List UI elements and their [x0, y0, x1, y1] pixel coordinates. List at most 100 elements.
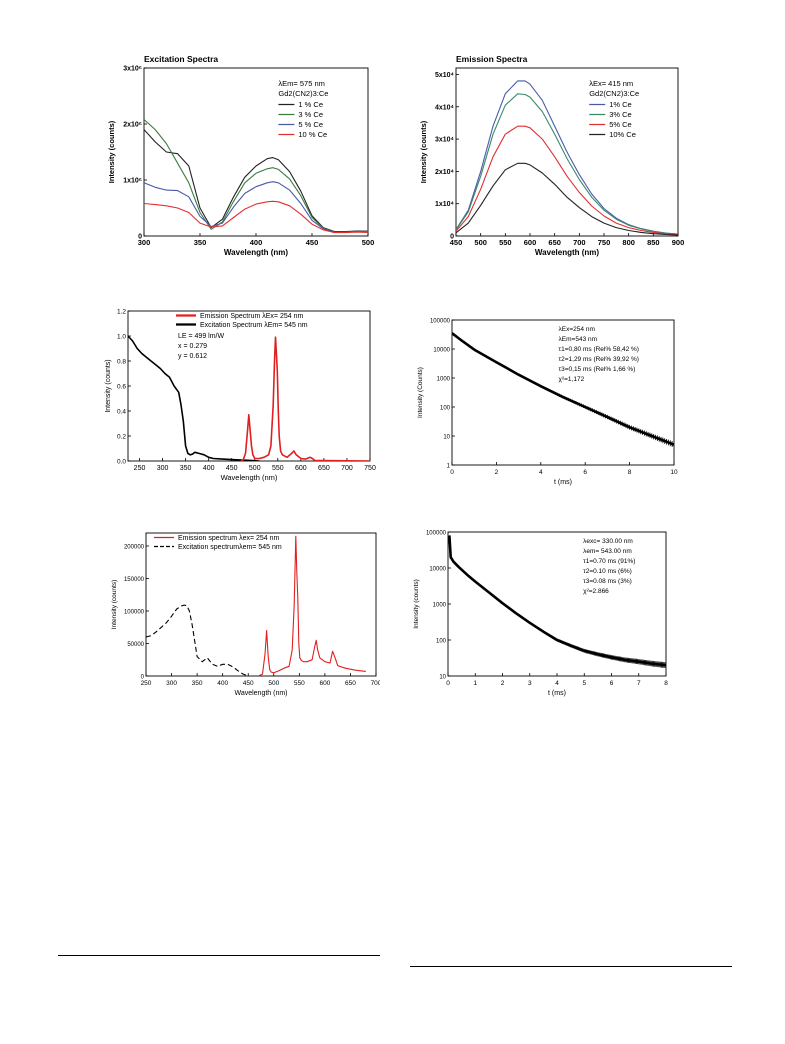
annotation-wavelength: λEx= 415 nm [589, 79, 633, 88]
y-tick-label: 5x10⁴ [435, 72, 455, 79]
y-tick-label: 0 [450, 234, 454, 241]
series-line-emission-spectrum [240, 336, 370, 461]
y-tick-label: 100000 [426, 531, 447, 537]
series-line-5-ce [456, 125, 678, 236]
x-tick-label: 600 [524, 238, 537, 247]
y-tick-label: 100000 [430, 319, 451, 325]
footnote-rule-right [410, 966, 732, 967]
x-tick-label: 300 [157, 465, 169, 472]
emission-svg: Emission Spectra 450 500 550 600 650 700 750 800… [419, 54, 684, 257]
x-tick-label: 4 [555, 680, 559, 687]
annotation-text: τ3=0,15 ms (Rel% 1,66 %) [559, 366, 636, 373]
x-tick-label: 750 [364, 465, 376, 472]
annotation-text: χ²=1,172 [559, 376, 585, 383]
y-tick-label: 200000 [124, 545, 145, 551]
annotation-text: τ1=0,80 ms (Rel% 58,42 %) [559, 346, 639, 353]
spectrum-254-chart: 250 300 350 400 450 500 550 600 650 700 750 0.0 0.2 0… [100, 300, 380, 490]
y-tick-label: 0.2 [117, 434, 126, 441]
emission-spectra-chart: Emission Spectra 450 500 550 600 650 700 750 800… [408, 50, 688, 265]
x-tick-label: 300 [166, 680, 177, 687]
plot-area [128, 335, 370, 461]
y-tick-label: 2x10⁴ [435, 169, 455, 176]
x-tick-label: 450 [450, 238, 463, 247]
y-tick-label: 1000 [437, 377, 451, 383]
x-tick-label: 450 [243, 680, 254, 687]
plot-area [456, 80, 678, 236]
plot-frame [451, 319, 675, 466]
decay-curve-2-chart: 0 1 2 3 4 5 6 7 8 10 100 1000 10000 100000 t (ms) Inten… [408, 525, 688, 705]
y-tick-label: 10000 [429, 567, 446, 573]
y-axis-label: Intensity (counts) [107, 120, 116, 183]
y-tick-label: 0.8 [117, 359, 126, 366]
x-tick-label: 550 [499, 238, 512, 247]
legend-label: 5% Ce [609, 120, 632, 129]
x-tick-label: 650 [318, 465, 330, 472]
plot-area [452, 332, 674, 447]
x-tick-label: 600 [319, 680, 330, 687]
y-tick-label: 0 [138, 234, 142, 241]
annotation-text: τ2=1,29 ms (Rel% 39,92 %) [559, 356, 639, 363]
annotation-text: λEm=543 nm [559, 336, 597, 343]
y-tick-label: 10000 [433, 348, 450, 354]
annotation-text: τ2=0.10 ms (6%) [583, 568, 632, 575]
annotation-text: LE = 499 lm/W [178, 333, 224, 340]
annotation-text: χ²=2.866 [583, 588, 609, 595]
x-axis-label: Wavelength (nm) [224, 248, 288, 257]
series-line-10-ce [456, 162, 678, 236]
x-tick-label: 1 [473, 680, 477, 687]
plot-area [146, 535, 366, 676]
x-tick-label: 300 [138, 238, 151, 247]
x-tick-label: 850 [647, 238, 660, 247]
x-tick-label: 250 [141, 680, 152, 687]
decay-curve-1-chart: 0 2 4 6 8 10 1 10 100 1000 10000 100000 t (ms) Intens… [408, 310, 688, 490]
y-tick-label: 2x10⁶ [123, 122, 142, 129]
spectrum-254b-svg: 250 300 350 400 450 500 550 600 650 700 0 50000 1000… [111, 532, 382, 697]
annotation-text: λEx=254 nm [559, 326, 595, 333]
x-tick-label: 400 [217, 680, 228, 687]
annotation-text: y = 0.612 [178, 353, 207, 360]
plot-frame [127, 310, 371, 462]
annotation-compound: Gd2(CN2)3:Ce [278, 89, 328, 98]
series-line-10-ce [144, 200, 368, 234]
annotation-text: τ3=0.08 ms (3%) [583, 578, 632, 585]
x-tick-label: 400 [250, 238, 263, 247]
x-tick-label: 6 [583, 469, 587, 476]
y-tick-label: 0 [141, 675, 145, 681]
x-tick-label: 3 [528, 680, 532, 687]
x-tick-label: 0 [450, 469, 454, 476]
plot-frame [447, 531, 667, 677]
x-tick-label: 10 [670, 469, 678, 476]
legend-label: 3 % Ce [298, 110, 323, 119]
x-tick-label: 650 [345, 680, 356, 687]
y-axis-label: Intensity (counts) [419, 120, 428, 183]
y-axis-label: Intensity (counts) [413, 579, 420, 629]
y-tick-label: 1.2 [117, 309, 126, 316]
x-tick-label: 650 [548, 238, 561, 247]
x-tick-label: 8 [664, 680, 668, 687]
legend-label: 10% Ce [609, 130, 636, 139]
y-tick-label: 0.0 [117, 459, 126, 466]
chart-title: Excitation Spectra [144, 54, 218, 64]
x-tick-label: 500 [268, 680, 279, 687]
x-tick-label: 500 [249, 465, 261, 472]
excitation-svg: Excitation Spectra 300 350 400 450 500 0 1x10⁶ 2… [107, 54, 374, 257]
legend-label: 1% Ce [609, 100, 632, 109]
footnote-rule-left [58, 955, 380, 956]
x-tick-label: 450 [306, 238, 319, 247]
series-line-emission-spectrum [258, 535, 366, 676]
y-tick-label: 3x10⁴ [435, 137, 455, 144]
excitation-spectra-chart: Excitation Spectra 300 350 400 450 500 0 1x10⁶ 2… [100, 50, 380, 265]
y-tick-label: 1 [447, 464, 451, 470]
plot-frame [143, 67, 369, 237]
legend-label: 1 % Ce [298, 100, 323, 109]
plot-area [144, 119, 368, 234]
decay-curve-2-svg: 0 1 2 3 4 5 6 7 8 10 100 1000 10000 100000 t (ms) Inten… [413, 531, 668, 698]
x-tick-label: 700 [573, 238, 586, 247]
y-tick-label: 150000 [124, 577, 145, 583]
x-tick-label: 350 [180, 465, 192, 472]
annotation-compound: Gd2(CN2)3:Ce [589, 89, 639, 98]
legend-label: 5 % Ce [298, 120, 323, 129]
series-line-excitation-spectrum [128, 335, 260, 461]
y-tick-label: 4x10⁴ [435, 104, 455, 111]
y-tick-label: 1x10⁶ [123, 178, 142, 185]
